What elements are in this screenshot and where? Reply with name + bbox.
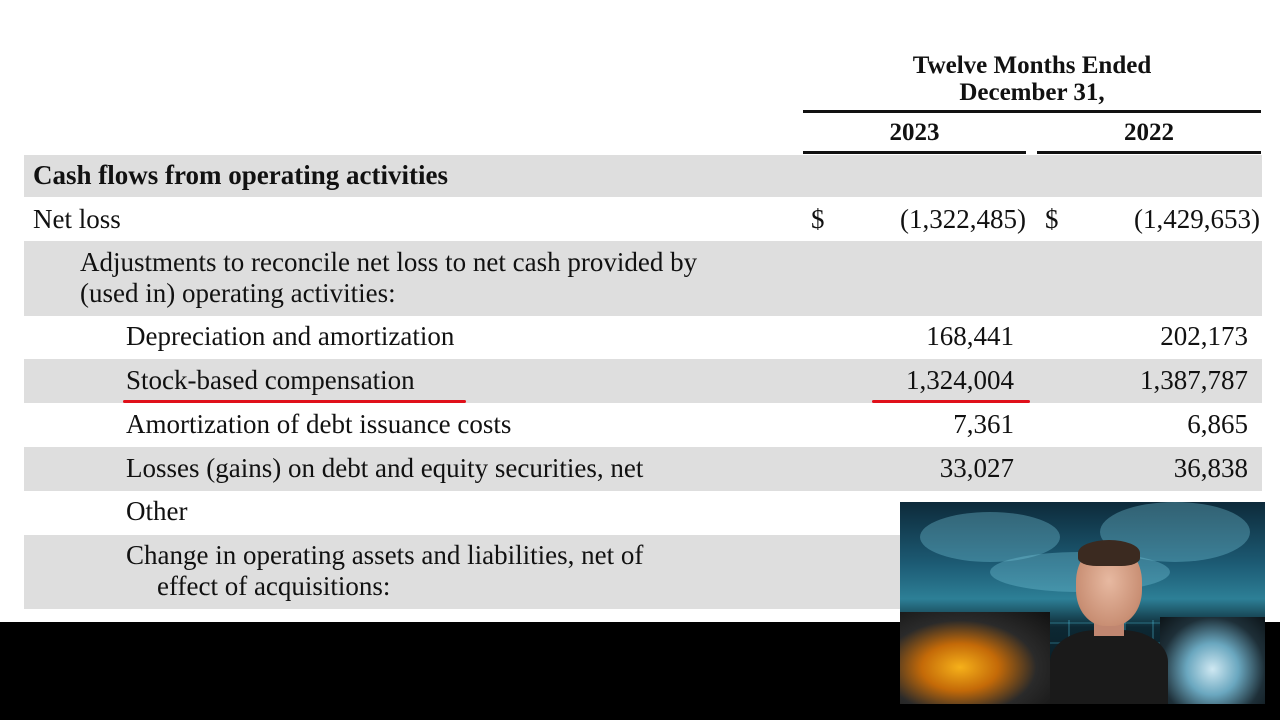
net-loss-value-2022: (1,429,653): [1134, 204, 1260, 234]
period-header-line1: Twelve Months Ended: [912, 52, 1152, 79]
row-label-depreciation: Depreciation and amortization: [126, 321, 455, 351]
row-label-adjustments-line2: (used in) operating activities:: [80, 278, 396, 308]
net-loss-dollar-2022: $: [1045, 204, 1059, 234]
year-2022-rule: [1037, 151, 1261, 154]
row-label-other: Other: [126, 496, 188, 526]
row-label-change-line2: effect of acquisitions:: [157, 571, 391, 601]
row-band-stock-comp: [24, 359, 1262, 403]
row-label-losses-gains: Losses (gains) on debt and equity securi…: [126, 453, 644, 483]
period-header-line2: December 31,: [959, 79, 1105, 106]
presenter-webcam-icon: [900, 502, 1265, 704]
row-band-adjustments: [24, 241, 1262, 316]
stock-comp-value-2022: 1,387,787: [1140, 365, 1248, 395]
row-label-net-loss: Net loss: [33, 204, 121, 234]
amortization-value-2023: 7,361: [953, 409, 1014, 439]
amortization-value-2022: 6,865: [1187, 409, 1248, 439]
section-heading-operating: Cash flows from operating activities: [33, 160, 448, 190]
row-label-amortization-debt: Amortization of debt issuance costs: [126, 409, 512, 439]
depreciation-value-2023: 168,441: [926, 321, 1014, 351]
stock-comp-value-2023: 1,324,004: [906, 365, 1014, 395]
losses-value-2022: 36,838: [1173, 453, 1248, 483]
row-band-losses: [24, 447, 1262, 491]
stock-comp-value-underline: [872, 400, 1030, 403]
net-loss-dollar-2023: $: [811, 204, 825, 234]
row-label-adjustments-line1: Adjustments to reconcile net loss to net…: [80, 247, 698, 277]
losses-value-2023: 33,027: [939, 453, 1014, 483]
row-label-stock-based-compensation: Stock-based compensation: [126, 365, 415, 395]
row-label-change-line1: Change in operating assets and liabiliti…: [126, 540, 644, 570]
year-2023-header: 2023: [889, 119, 940, 146]
depreciation-value-2022: 202,173: [1160, 321, 1248, 351]
period-header-rule: [803, 110, 1261, 113]
net-loss-value-2023: (1,322,485): [900, 204, 1026, 234]
year-2023-rule: [803, 151, 1026, 154]
row-band-section: [24, 155, 1262, 197]
year-2022-header: 2022: [1124, 119, 1174, 146]
stock-comp-label-underline: [123, 400, 466, 403]
